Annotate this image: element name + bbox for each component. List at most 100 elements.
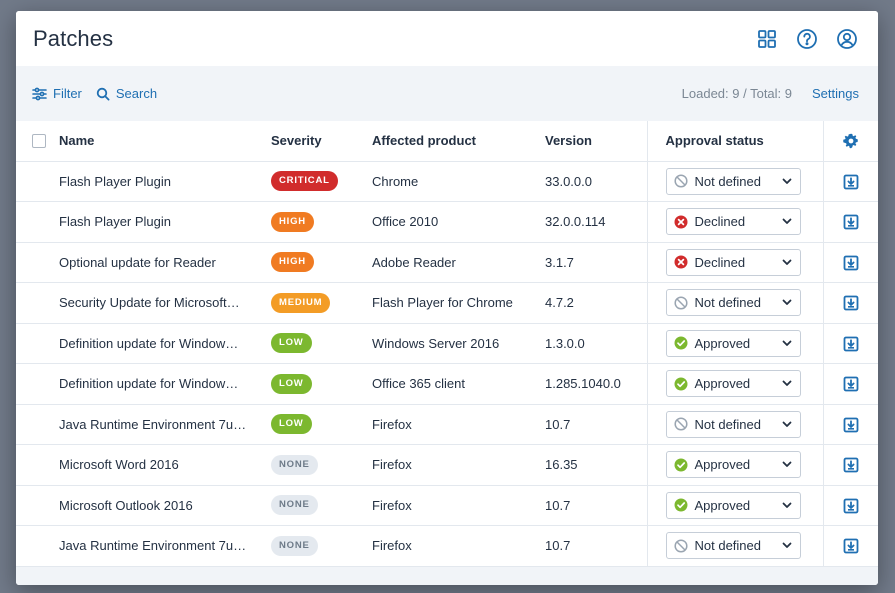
- settings-link[interactable]: Settings: [812, 86, 859, 101]
- table-row[interactable]: Microsoft Word 2016 NONE Firefox 16.35 A…: [16, 444, 878, 486]
- install-icon[interactable]: [843, 376, 859, 392]
- patches-dialog: Patches: [16, 11, 878, 585]
- affected-product: Windows Server 2016: [372, 323, 545, 364]
- severity-badge: LOW: [271, 373, 312, 394]
- toolbar: Filter Search Loaded: 9 / Total: 9 Setti…: [16, 66, 878, 121]
- install-icon[interactable]: [843, 538, 859, 554]
- install-icon[interactable]: [843, 174, 859, 190]
- row-checkbox-cell: [16, 161, 59, 202]
- severity-cell: NONE: [271, 485, 372, 526]
- table-row[interactable]: Flash Player Plugin CRITICAL Chrome 33.0…: [16, 161, 878, 202]
- approval-status-select[interactable]: Not defined: [665, 532, 801, 560]
- approved-icon: [674, 336, 687, 350]
- chevron-down-icon: [782, 421, 791, 427]
- patch-name: Flash Player Plugin: [59, 201, 271, 243]
- severity-cell: LOW: [271, 404, 372, 445]
- row-checkbox-cell: [16, 444, 59, 486]
- patch-name: Flash Player Plugin: [59, 161, 271, 202]
- gear-icon[interactable]: [842, 133, 859, 149]
- action-cell: [822, 242, 878, 283]
- patch-version: 1.3.0.0: [545, 323, 647, 364]
- patch-version: 33.0.0.0: [545, 161, 647, 202]
- approval-status-value: Not defined: [694, 538, 762, 554]
- row-checkbox-cell: [16, 242, 59, 283]
- patch-name: Security Update for Microsoft…: [59, 282, 271, 324]
- table-row[interactable]: Java Runtime Environment 7u… LOW Firefox…: [16, 404, 878, 445]
- approval-status-select[interactable]: Not defined: [665, 289, 801, 317]
- not-defined-icon: [673, 417, 688, 431]
- approval-cell: Approved: [646, 485, 823, 526]
- table-header-row: Name Severity Affected product Version A…: [16, 121, 878, 162]
- affected-product: Office 2010: [372, 201, 545, 243]
- chevron-down-icon: [782, 502, 791, 508]
- severity-badge: LOW: [271, 414, 312, 435]
- status-icon: [674, 215, 688, 229]
- column-header-severity[interactable]: Severity: [271, 121, 372, 162]
- search-label: Search: [115, 86, 158, 101]
- approval-status-select[interactable]: Approved: [665, 329, 801, 357]
- table-row[interactable]: Definition update for Window… LOW Window…: [16, 323, 878, 364]
- approval-status-select[interactable]: Not defined: [665, 410, 801, 438]
- table-row[interactable]: Microsoft Outlook 2016 NONE Firefox 10.7…: [16, 485, 878, 526]
- install-icon[interactable]: [843, 295, 859, 311]
- install-icon[interactable]: [843, 255, 859, 271]
- chevron-down-icon: [782, 542, 791, 549]
- column-header-product[interactable]: Affected product: [372, 121, 545, 162]
- not-defined-icon: [673, 296, 688, 310]
- action-cell: [822, 404, 878, 445]
- select-all-checkbox[interactable]: [32, 133, 46, 148]
- help-icon[interactable]: [794, 26, 820, 52]
- chevron-down-icon: [782, 178, 791, 184]
- row-checkbox-cell: [16, 404, 59, 445]
- install-icon[interactable]: [843, 214, 859, 230]
- approval-status-value: Declined: [694, 214, 746, 230]
- approval-status-select[interactable]: Declined: [665, 248, 801, 276]
- search-button[interactable]: Search: [96, 86, 157, 101]
- filter-button[interactable]: Filter: [32, 86, 82, 101]
- declined-icon: [674, 215, 687, 229]
- severity-badge: NONE: [271, 495, 318, 516]
- column-header-name[interactable]: Name: [59, 121, 271, 162]
- column-header-version[interactable]: Version: [545, 121, 647, 162]
- affected-product: Firefox: [372, 444, 545, 486]
- severity-badge: NONE: [271, 535, 318, 556]
- install-icon[interactable]: [843, 457, 859, 473]
- column-header-approval[interactable]: Approval status: [646, 121, 823, 162]
- dialog-title: Patches: [33, 25, 114, 51]
- patches-table: Name Severity Affected product Version A…: [16, 121, 878, 567]
- approval-cell: Declined: [646, 242, 823, 283]
- affected-product: Chrome: [372, 161, 545, 202]
- chevron-down-icon: [782, 259, 791, 265]
- grid-icon[interactable]: [754, 26, 780, 52]
- patch-name: Optional update for Reader: [59, 242, 271, 283]
- action-cell: [822, 444, 878, 486]
- severity-badge: MEDIUM: [271, 292, 331, 313]
- table-row[interactable]: Java Runtime Environment 7u… NONE Firefo…: [16, 525, 878, 567]
- approval-status-select[interactable]: Not defined: [665, 167, 801, 195]
- not-defined-icon: [673, 174, 688, 188]
- status-icon: [674, 336, 688, 350]
- row-checkbox-cell: [16, 525, 59, 567]
- approval-status-value: Not defined: [694, 173, 762, 189]
- install-icon[interactable]: [843, 498, 859, 514]
- table-row[interactable]: Security Update for Microsoft… MEDIUM Fl…: [16, 282, 878, 324]
- table-row[interactable]: Flash Player Plugin HIGH Office 2010 32.…: [16, 201, 878, 243]
- patch-version: 4.7.2: [545, 282, 647, 324]
- user-icon[interactable]: [834, 26, 860, 52]
- approval-status-select[interactable]: Approved: [665, 451, 801, 479]
- table-row[interactable]: Definition update for Window… LOW Office…: [16, 363, 878, 405]
- install-icon[interactable]: [843, 336, 859, 352]
- approval-cell: Not defined: [646, 404, 823, 445]
- patch-name: Microsoft Outlook 2016: [59, 485, 271, 526]
- severity-cell: MEDIUM: [271, 282, 372, 324]
- filter-icon: [32, 87, 47, 100]
- patches-table-container: Name Severity Affected product Version A…: [16, 121, 878, 585]
- approval-status-select[interactable]: Approved: [665, 370, 801, 398]
- table-row[interactable]: Optional update for Reader HIGH Adobe Re…: [16, 242, 878, 283]
- severity-cell: HIGH: [271, 201, 372, 243]
- patch-name: Java Runtime Environment 7u…: [59, 525, 271, 567]
- approval-status-value: Approved: [694, 335, 751, 351]
- install-icon[interactable]: [843, 417, 859, 433]
- approval-status-select[interactable]: Declined: [665, 208, 801, 236]
- approval-status-select[interactable]: Approved: [665, 491, 801, 519]
